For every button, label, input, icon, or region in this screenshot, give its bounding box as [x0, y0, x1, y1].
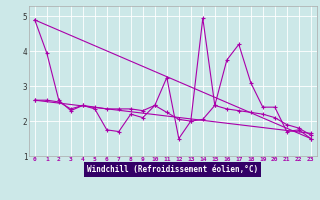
- X-axis label: Windchill (Refroidissement éolien,°C): Windchill (Refroidissement éolien,°C): [87, 165, 258, 174]
